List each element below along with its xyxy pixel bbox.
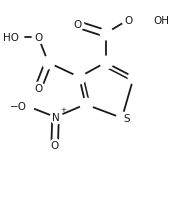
Text: HO: HO xyxy=(3,33,19,43)
Text: S: S xyxy=(124,114,130,123)
Text: O: O xyxy=(124,16,132,26)
Text: OH: OH xyxy=(154,16,170,26)
Text: O: O xyxy=(34,84,42,94)
Text: O: O xyxy=(34,33,42,43)
Text: N: N xyxy=(52,112,59,122)
Text: −O: −O xyxy=(10,102,27,112)
Text: +: + xyxy=(60,106,66,112)
Text: O: O xyxy=(50,140,59,151)
Text: O: O xyxy=(73,20,81,30)
